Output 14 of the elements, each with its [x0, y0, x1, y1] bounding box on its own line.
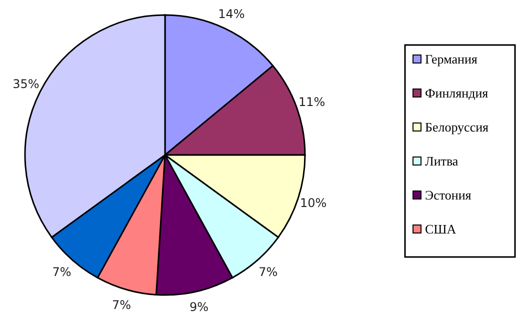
legend-label: Белоруссия — [425, 120, 489, 134]
data-label: 9% — [190, 300, 209, 314]
legend-label: Германия — [425, 52, 478, 66]
legend-label: Финляндия — [425, 86, 488, 100]
data-label: 10% — [300, 196, 327, 210]
legend-label: Литва — [425, 154, 458, 168]
legend-label: США — [425, 222, 457, 236]
legend-label: Эстония — [425, 188, 472, 202]
data-label: 11% — [298, 95, 326, 110]
data-label: 7% — [112, 298, 131, 312]
data-label: 7% — [52, 265, 72, 280]
data-label: 7% — [258, 265, 278, 280]
data-label: 35% — [12, 77, 40, 92]
data-label: 14% — [218, 6, 245, 21]
